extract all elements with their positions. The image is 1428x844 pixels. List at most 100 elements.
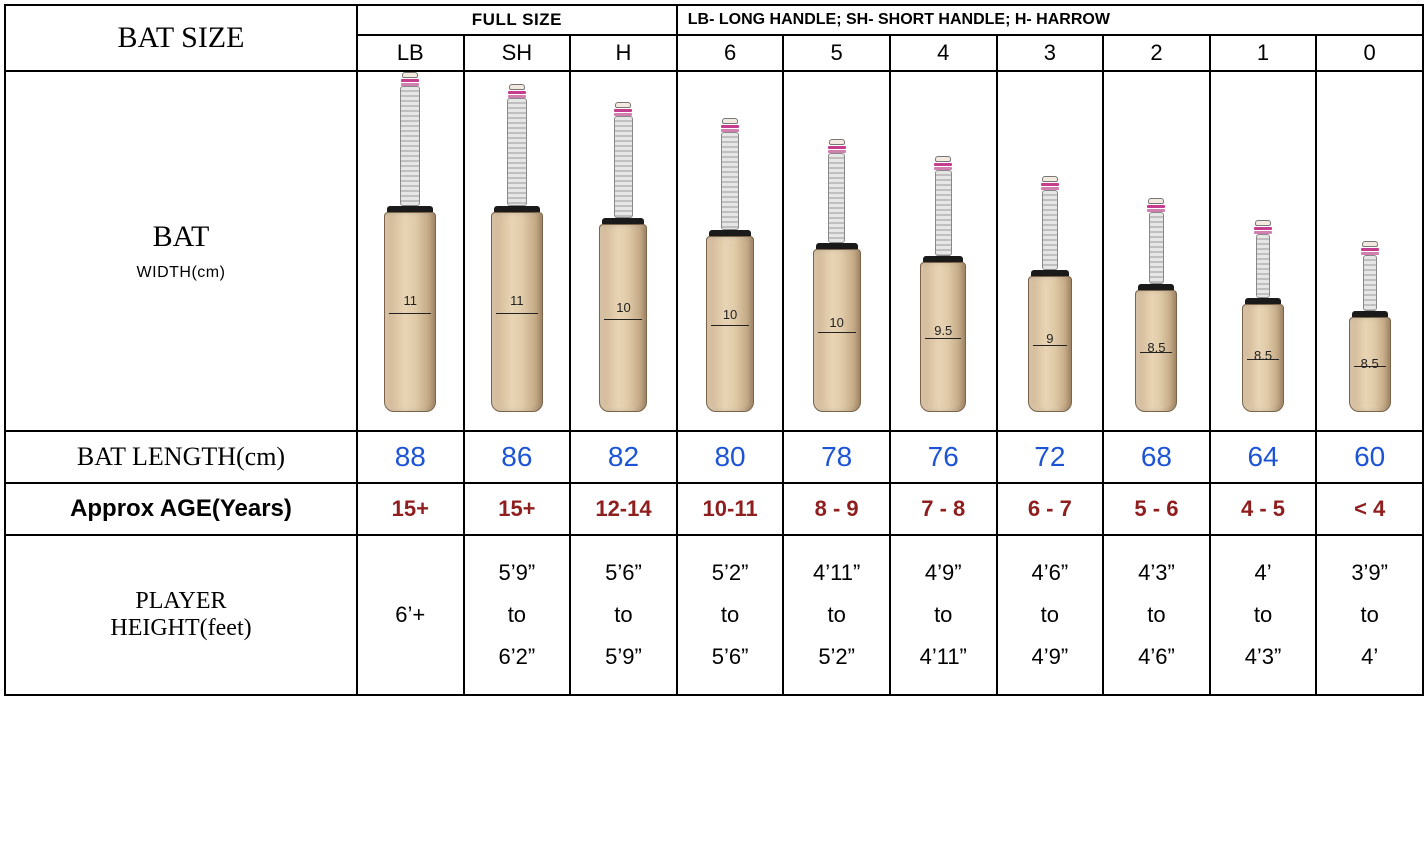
- bat-illustration: 10: [813, 139, 861, 412]
- bat-length-value: 60: [1354, 441, 1385, 472]
- row-label-age: Approx AGE(Years): [5, 483, 357, 535]
- bat-knob-icon: [1362, 241, 1378, 247]
- bat-blade-icon: 8.5: [1242, 304, 1284, 412]
- bat-grip-icon: [1363, 255, 1377, 311]
- length-cell-6: 80: [677, 431, 784, 483]
- size-code: 1: [1257, 40, 1269, 65]
- bat-width-value: 9: [1046, 331, 1053, 346]
- bat-illustration: 11: [491, 84, 543, 412]
- bat-length-value: 88: [395, 441, 426, 472]
- bat-width-line-icon: [711, 325, 749, 326]
- legend-label: LB- LONG HANDLE; SH- SHORT HANDLE; H- HA…: [680, 11, 1110, 28]
- bat-stripe-icon: [721, 125, 739, 128]
- bat-size-label: BAT SIZE: [118, 21, 245, 54]
- bat-cell-6: 10: [677, 71, 784, 431]
- bat-grip-icon: [400, 86, 420, 206]
- bat-stripe-icon: [1361, 248, 1379, 251]
- bat-width-line-icon: [1247, 359, 1279, 360]
- size-code: 2: [1150, 40, 1162, 65]
- bat-grip-icon: [828, 153, 845, 243]
- height-cell-1: 4’to4’3”: [1210, 535, 1317, 695]
- length-cell-LB: 88: [357, 431, 464, 483]
- bat-length-value: 82: [608, 441, 639, 472]
- bat-blade-icon: 8.5: [1349, 317, 1391, 412]
- header-legend: LB- LONG HANDLE; SH- SHORT HANDLE; H- HA…: [677, 5, 1423, 35]
- bat-blade-icon: 9: [1028, 276, 1072, 412]
- age-cell-5: 8 - 9: [783, 483, 890, 535]
- header-size-LB: LB: [357, 35, 464, 71]
- height-cell-5: 4’11”to5’2”: [783, 535, 890, 695]
- bat-cell-SH: 11: [464, 71, 571, 431]
- bat-illustration: 10: [599, 102, 647, 412]
- bat-knob-icon: [829, 139, 845, 145]
- age-cell-1: 4 - 5: [1210, 483, 1317, 535]
- size-code: 4: [937, 40, 949, 65]
- bat-knob-icon: [1255, 220, 1271, 226]
- age-value: 12-14: [595, 496, 651, 521]
- size-code: LB: [397, 40, 424, 65]
- height-value: 4’3”to4’6”: [1106, 552, 1207, 677]
- header-size-0: 0: [1316, 35, 1423, 71]
- height-value: 5’9”to6’2”: [467, 552, 568, 677]
- bat-knob-icon: [402, 72, 418, 78]
- height-value: 6’+: [360, 594, 461, 636]
- age-cell-2: 5 - 6: [1103, 483, 1210, 535]
- height-cell-0: 3’9”to4’: [1316, 535, 1423, 695]
- size-code: 5: [831, 40, 843, 65]
- row-label-height: PLAYER HEIGHT(feet): [5, 535, 357, 695]
- height-value: 4’11”to5’2”: [786, 552, 887, 677]
- bat-grip-icon: [1042, 190, 1058, 270]
- bat-knob-icon: [722, 118, 738, 124]
- bat-stripe-icon: [401, 79, 419, 82]
- bat-blade-icon: 11: [384, 212, 436, 412]
- bat-stripe-icon: [1254, 227, 1272, 230]
- header-size-2: 2: [1103, 35, 1210, 71]
- size-code: 3: [1044, 40, 1056, 65]
- height-cell-H: 5’6”to5’9”: [570, 535, 677, 695]
- bat-label: BAT: [8, 220, 354, 254]
- header-size-1: 1: [1210, 35, 1317, 71]
- bat-width-line-icon: [496, 313, 538, 314]
- header-size-3: 3: [997, 35, 1104, 71]
- age-value: < 4: [1354, 496, 1385, 521]
- bat-blade-icon: 10: [706, 236, 754, 412]
- bat-illustration: 8.5: [1135, 198, 1177, 412]
- bat-cell-1: 8.5: [1210, 71, 1317, 431]
- bat-stripe-icon: [828, 146, 846, 149]
- bat-width-value: 8.5: [1361, 356, 1379, 371]
- bat-knob-icon: [1042, 176, 1058, 182]
- bat-cell-0: 8.5: [1316, 71, 1423, 431]
- size-code: 6: [724, 40, 736, 65]
- bat-illustration: 8.5: [1242, 220, 1284, 412]
- age-cell-4: 7 - 8: [890, 483, 997, 535]
- bat-width-line-icon: [389, 313, 431, 314]
- age-cell-3: 6 - 7: [997, 483, 1104, 535]
- height-value: 5’6”to5’9”: [573, 552, 674, 677]
- size-code: H: [616, 40, 632, 65]
- row-label-bat-width: BAT WIDTH(cm): [5, 71, 357, 431]
- age-value: 15+: [392, 496, 429, 521]
- bat-knob-icon: [615, 102, 631, 108]
- bat-width-line-icon: [1140, 352, 1172, 353]
- length-cell-5: 78: [783, 431, 890, 483]
- bat-size-chart: BAT SIZE FULL SIZELB- LONG HANDLE; SH- SH…: [4, 4, 1424, 696]
- bat-illustration: 11: [384, 72, 436, 412]
- bat-width-line-icon: [818, 332, 856, 333]
- age-value: 15+: [498, 496, 535, 521]
- header-size-SH: SH: [464, 35, 571, 71]
- bat-cell-2: 8.5: [1103, 71, 1210, 431]
- height-cell-3: 4’6”to4’9”: [997, 535, 1104, 695]
- header-size-6: 6: [677, 35, 784, 71]
- bat-knob-icon: [509, 84, 525, 90]
- bat-width-value: 10: [616, 300, 630, 315]
- height-value: 5’2”to5’6”: [680, 552, 781, 677]
- bat-stripe-icon: [614, 109, 632, 112]
- height-value: 4’to4’3”: [1213, 552, 1314, 677]
- bat-blade-icon: 11: [491, 212, 543, 412]
- bat-width-value: 11: [510, 293, 524, 308]
- bat-illustration: 8.5: [1349, 241, 1391, 412]
- bat-length-value: 80: [714, 441, 745, 472]
- header-full-size: FULL SIZE: [357, 5, 677, 35]
- bat-length-value: 68: [1141, 441, 1172, 472]
- bat-width-value: 11: [404, 293, 418, 308]
